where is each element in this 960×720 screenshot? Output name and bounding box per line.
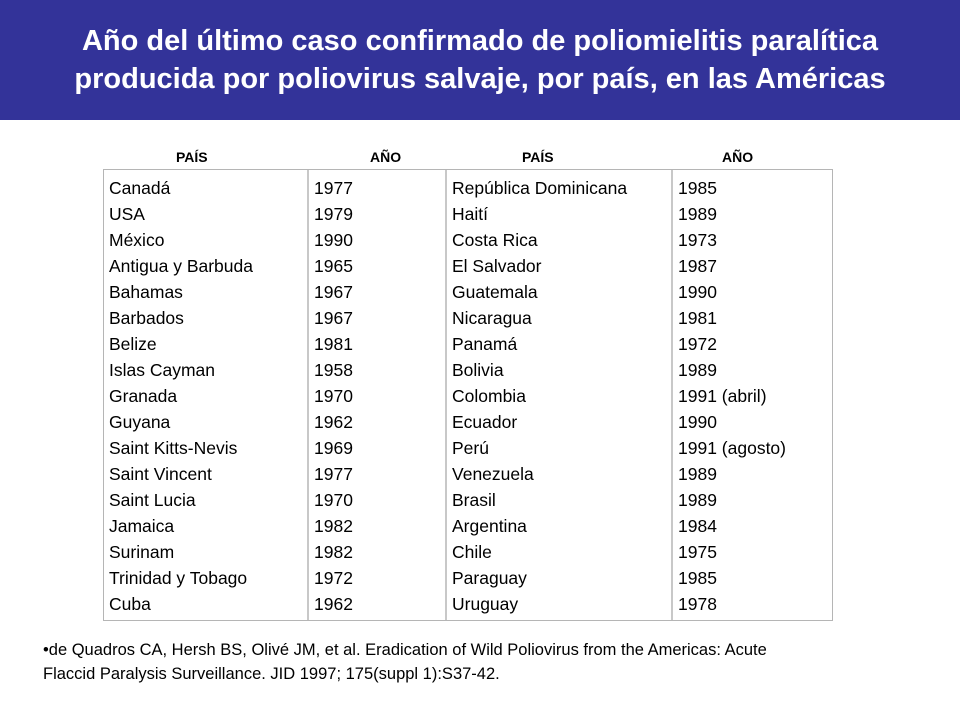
header-pais-1: PAÍS [176, 149, 208, 165]
year-cell: 1987 [678, 256, 717, 276]
year-cell: 1979 [314, 204, 353, 224]
country-cell: Panamá [452, 334, 518, 354]
country-cell: Guatemala [452, 282, 538, 302]
country-cell: Trinidad y Tobago [109, 568, 248, 588]
country-cell: México [109, 230, 165, 250]
header-pais-2: PAÍS [522, 149, 554, 165]
citation-line-2: Flaccid Paralysis Surveillance. JID 1997… [43, 665, 500, 683]
column-ano-1: 1977 1979 1990 1965 1967 1967 1981 1958 1970 1962… [309, 170, 447, 620]
header-ano-2: AÑO [722, 149, 754, 165]
year-cell: 1989 [678, 464, 717, 484]
country-cell: Paraguay [452, 568, 527, 588]
page-title: Año del último caso confirmado de poliom… [20, 22, 940, 98]
year-cell: 1981 [314, 334, 353, 354]
year-cell: 1990 [314, 230, 353, 250]
country-cell: Colombia [452, 386, 526, 406]
country-cell: Chile [452, 542, 492, 562]
year-cell: 1990 [678, 412, 717, 432]
country-cell: Canadá [109, 178, 171, 198]
country-cell: Ecuador [452, 412, 518, 432]
country-cell: Brasil [452, 490, 496, 510]
column-ano-2: 1985 1989 1973 1987 1990 1981 1972 1989 1991 (ab… [673, 170, 832, 620]
year-cell: 1972 [314, 568, 353, 588]
year-cell: 1985 [678, 178, 717, 198]
year-cell: 1990 [678, 282, 717, 302]
country-cell: Saint Kitts-Nevis [109, 438, 238, 458]
year-cell: 1958 [314, 360, 353, 380]
country-cell: Cuba [109, 594, 151, 614]
country-cell: Guyana [109, 412, 171, 432]
title-line-1: Año del último caso confirmado de poliom… [81, 25, 879, 57]
year-cell: 1977 [314, 178, 353, 198]
year-cell: 1989 [678, 490, 717, 510]
year-cell: 1989 [678, 360, 717, 380]
column-pais-1: Canadá USA México Antigua y Barbuda Bahamas B… [104, 170, 309, 620]
country-cell: Argentina [452, 516, 527, 536]
country-cell: USA [109, 204, 145, 224]
country-cell: Uruguay [452, 594, 519, 614]
year-cell: 1991 (abril) [678, 386, 767, 406]
country-cell: Bolivia [452, 360, 504, 380]
year-cell: 1977 [314, 464, 353, 484]
year-cell: 1970 [314, 490, 353, 510]
year-cell: 1965 [314, 256, 353, 276]
year-cell: 1985 [678, 568, 717, 588]
country-cell: Bahamas [109, 282, 183, 302]
country-cell: Antigua y Barbuda [109, 256, 253, 276]
year-cell: 1982 [314, 516, 353, 536]
polio-table: Canadá USA México Antigua y Barbuda Bahamas B… [103, 169, 833, 621]
citation-line-1: •de Quadros CA, Hersh BS, Olivé JM, et a… [43, 641, 767, 659]
column-pais-2: República Dominicana Haití Costa Rica El Sa… [447, 170, 673, 620]
country-cell: Venezuela [452, 464, 534, 484]
country-cell: Perú [452, 438, 489, 458]
year-cell: 1982 [314, 542, 353, 562]
country-cell: Costa Rica [452, 230, 538, 250]
year-cell: 1975 [678, 542, 717, 562]
country-cell: Jamaica [109, 516, 175, 536]
year-cell: 1978 [678, 594, 717, 614]
country-cell: Nicaragua [452, 308, 532, 328]
country-cell: Barbados [109, 308, 184, 328]
citation: •de Quadros CA, Hersh BS, Olivé JM, et a… [43, 638, 923, 686]
title-line-2: producida por poliovirus salvaje, por pa… [74, 63, 886, 95]
country-cell: Surinam [109, 542, 175, 562]
header-ano-1: AÑO [370, 149, 402, 165]
year-cell: 1989 [678, 204, 717, 224]
country-cell: Saint Vincent [109, 464, 212, 484]
year-cell: 1984 [678, 516, 717, 536]
year-cell: 1967 [314, 308, 353, 328]
year-cell: 1981 [678, 308, 717, 328]
year-cell: 1969 [314, 438, 353, 458]
year-cell: 1991 (agosto) [678, 438, 786, 458]
country-cell: Haití [452, 204, 488, 224]
year-cell: 1973 [678, 230, 717, 250]
year-cell: 1962 [314, 594, 353, 614]
country-cell: Belize [109, 334, 157, 354]
year-cell: 1970 [314, 386, 353, 406]
year-cell: 1962 [314, 412, 353, 432]
country-cell: República Dominicana [452, 178, 628, 198]
year-cell: 1967 [314, 282, 353, 302]
country-cell: Saint Lucia [109, 490, 196, 510]
country-cell: El Salvador [452, 256, 542, 276]
country-cell: Granada [109, 386, 178, 406]
year-cell: 1972 [678, 334, 717, 354]
country-cell: Islas Cayman [109, 360, 216, 380]
title-banner: Año del último caso confirmado de poliom… [0, 0, 960, 120]
